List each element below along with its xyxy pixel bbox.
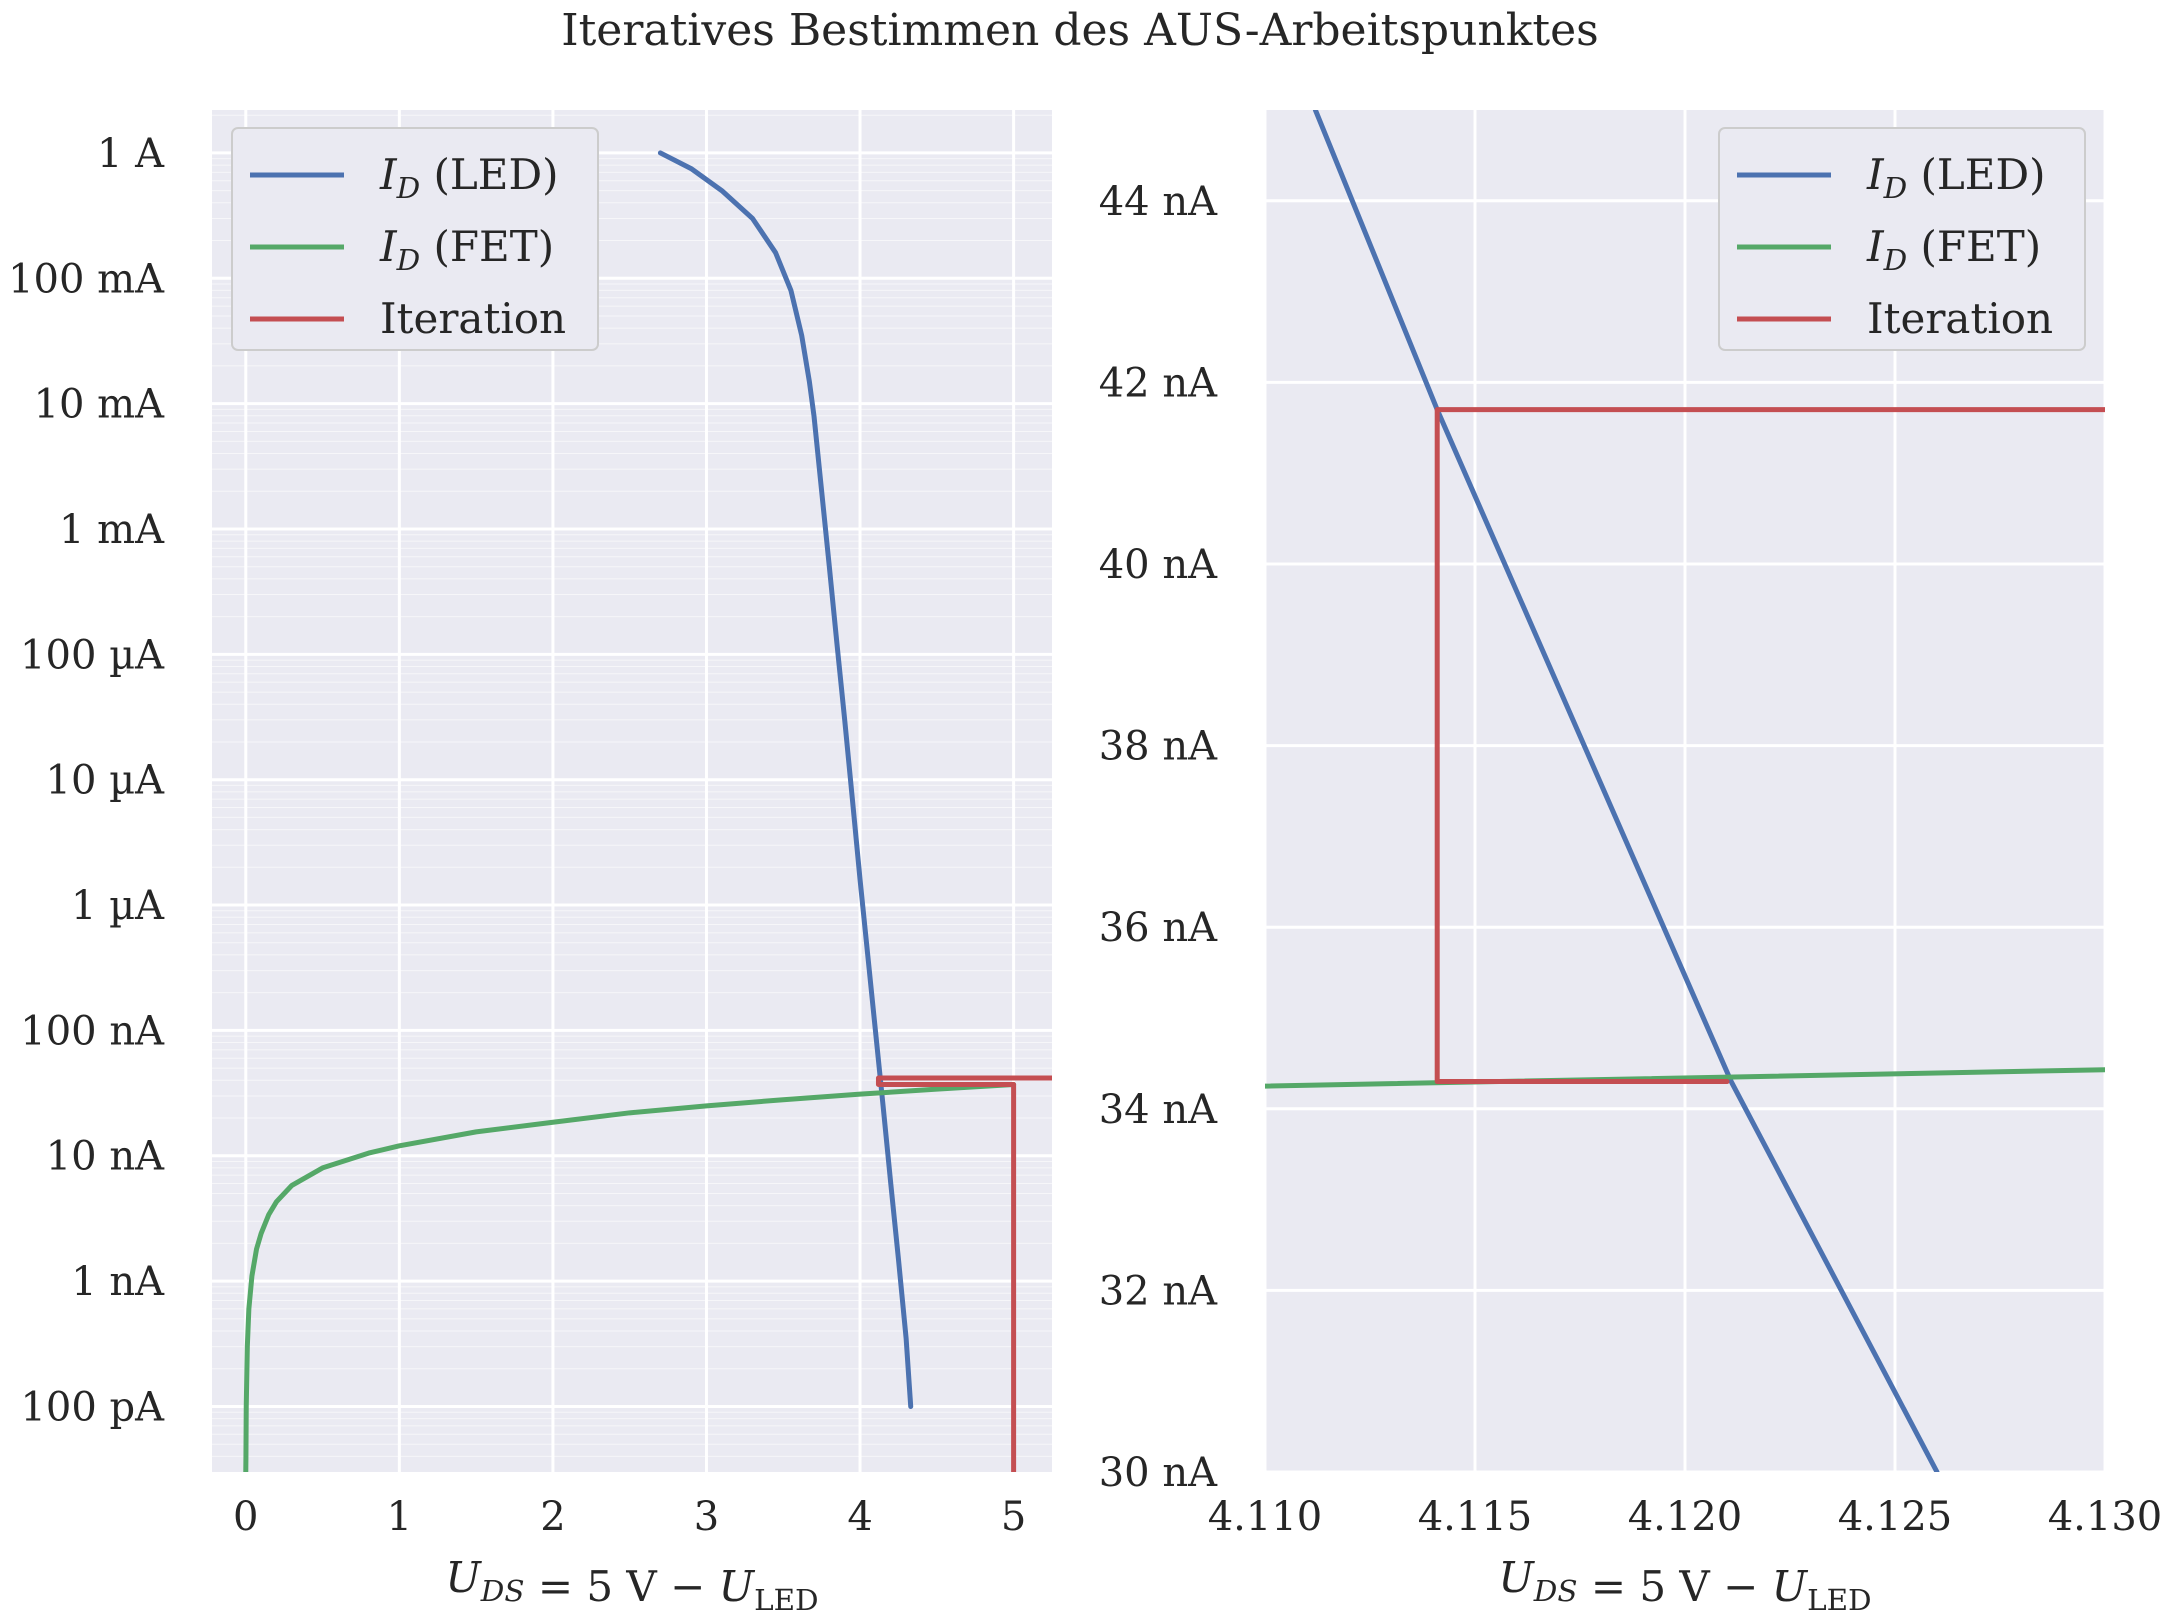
y-tick-label: 34 nA <box>1099 1087 1218 1133</box>
x-tick-label: 4.115 <box>1418 1494 1533 1540</box>
x-tick-label: 5 <box>1001 1494 1026 1540</box>
legend: ID (LED) ID (FET) Iteration <box>1718 127 2086 351</box>
y-tick-label: 44 nA <box>1099 179 1218 225</box>
x-tick-label: 4.110 <box>1208 1494 1323 1540</box>
x-tick-label: 4.120 <box>1628 1494 1743 1540</box>
y-tick-label: 30 nA <box>1099 1450 1218 1496</box>
left-log-plot: 0 1 2 3 4 5 100 pA 1 nA 10 nA 100 nA 1 µA 10 µA 100 … <box>8 110 1052 1617</box>
series-line-fet <box>243 1082 1017 1472</box>
x-tick-label: 0 <box>233 1494 258 1540</box>
y-tick-label: 1 A <box>97 131 165 177</box>
y-tick-label: 100 mA <box>8 256 165 302</box>
x-tick-label: 4.125 <box>1838 1494 1953 1540</box>
x-tick-label: 3 <box>694 1494 719 1540</box>
y-tick-label: 40 nA <box>1099 542 1218 588</box>
x-tick-label: 4 <box>847 1494 872 1540</box>
legend-label-iteration: Iteration <box>1867 294 2053 343</box>
y-tick-label: 32 nA <box>1099 1268 1218 1314</box>
x-tick-label: 1 <box>387 1494 412 1540</box>
legend-box <box>231 127 599 351</box>
series-line-led <box>1312 110 1940 1472</box>
y-tick-label: 10 nA <box>46 1134 165 1180</box>
y-tick-label: 100 µA <box>20 632 165 678</box>
legend-label-fet: ID (FET) <box>1866 222 2041 277</box>
y-tick-label: 1 µA <box>71 883 165 929</box>
y-tick-label: 42 nA <box>1099 360 1218 406</box>
x-tick-label: 2 <box>540 1494 565 1540</box>
y-tick-label: 36 nA <box>1099 905 1218 951</box>
series-line-led <box>657 150 914 1409</box>
legend-label-iteration: Iteration <box>380 294 566 343</box>
series-line-iteration <box>1434 407 2105 1085</box>
figure-title: Iteratives Bestimmen des AUS-Arbeitspunk… <box>561 5 1599 56</box>
right-zoom-plot: 4.110 4.115 4.120 4.125 4.130 30 nA 32 nA 34 nA… <box>1099 110 2160 1617</box>
y-tick-label: 38 nA <box>1099 724 1218 770</box>
y-tick-label: 10 mA <box>34 382 166 428</box>
y-tick-label: 100 nA <box>20 1008 165 1054</box>
legend: ID (LED) ID (FET) Iteration <box>231 127 599 351</box>
legend-label-led: ID (LED) <box>379 150 559 205</box>
y-tick-label: 100 pA <box>20 1384 165 1430</box>
legend-label-led: ID (LED) <box>1866 150 2046 205</box>
legend-box <box>1718 127 2086 351</box>
x-axis-label: UDS = 5 V − ULED <box>445 1553 818 1617</box>
y-tick-label: 10 µA <box>46 758 166 804</box>
legend-label-fet: ID (FET) <box>379 222 554 277</box>
y-tick-label: 1 mA <box>59 507 165 553</box>
y-tick-label: 1 nA <box>71 1259 165 1305</box>
series-line-fet <box>1265 1067 2105 1089</box>
x-axis-label: UDS = 5 V − ULED <box>1498 1553 1871 1617</box>
series-line-iteration <box>875 1075 1052 1472</box>
x-tick-label: 4.130 <box>2048 1494 2160 1540</box>
